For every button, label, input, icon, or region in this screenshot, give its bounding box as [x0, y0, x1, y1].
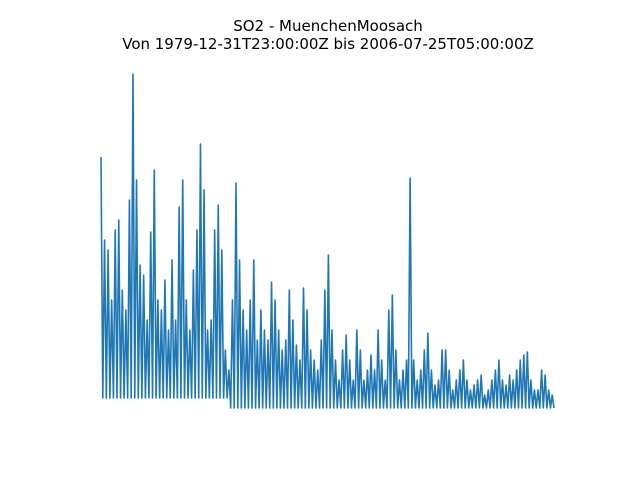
chart-subtitle: Von 1979-12-31T23:00:00Z bis 2006-07-25T… — [122, 35, 534, 53]
data-line — [100, 73, 555, 409]
chart-title: SO2 - MuenchenMoosach — [233, 17, 423, 35]
